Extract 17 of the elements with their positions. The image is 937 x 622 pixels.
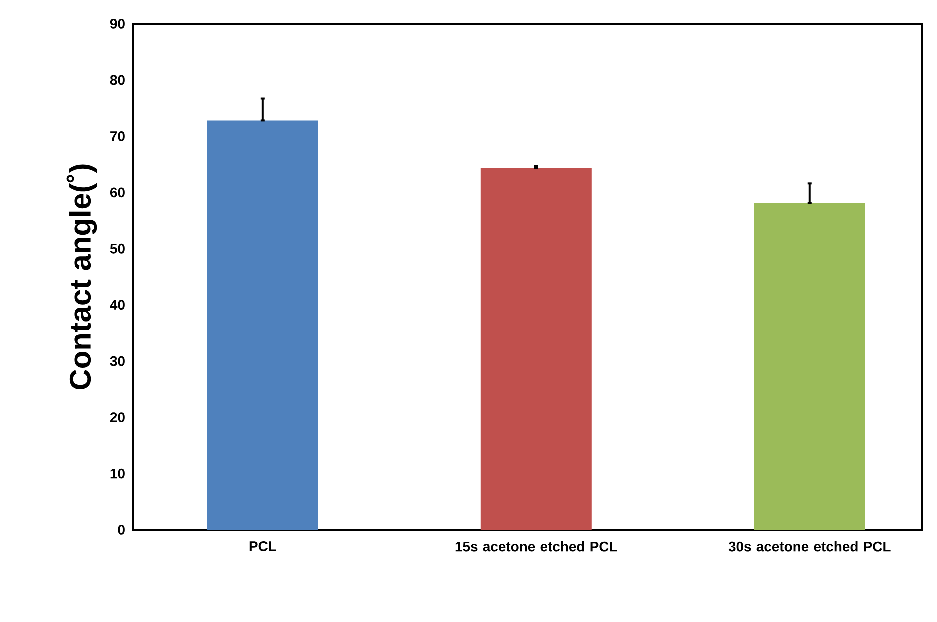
x-tick-label: 15s acetone etched PCL	[456, 542, 618, 552]
y-tick-label: 70	[110, 131, 125, 142]
y-tick-label: 50	[110, 244, 125, 254]
y-tick-label: 40	[110, 300, 125, 310]
bar	[480, 168, 592, 530]
y-tick-label: 0	[118, 525, 125, 535]
bar	[754, 203, 866, 530]
y-tick-label: 90	[110, 19, 125, 29]
y-tick-label: 30	[110, 356, 125, 366]
y-axis-title: Contact angle(˚)	[66, 164, 98, 390]
y-tick-label: 20	[110, 412, 125, 422]
x-tick-label: 30s acetone etched PCL	[728, 542, 891, 552]
y-tick-label: 80	[110, 75, 125, 86]
x-tick-label: PCL	[250, 541, 276, 552]
bar	[207, 120, 318, 530]
y-tick-label: 10	[110, 468, 125, 479]
y-tick-label: 60	[110, 188, 125, 198]
